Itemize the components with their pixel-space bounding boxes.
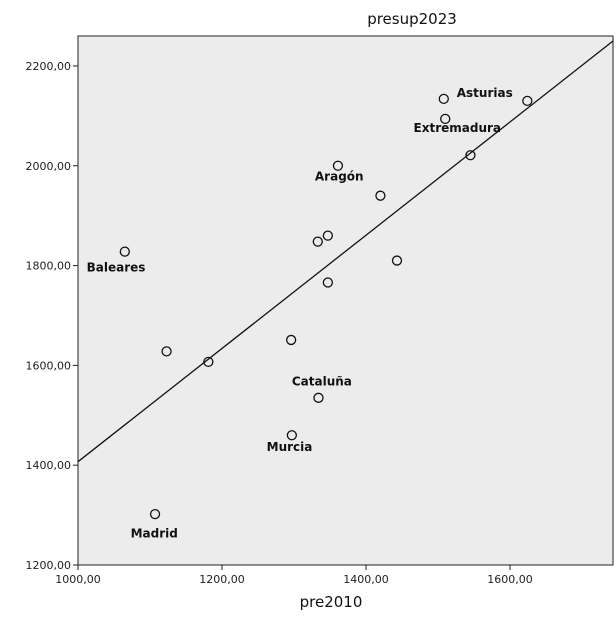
axis-ticks: 1000,00 1200,00 1400,00 1600,001200,001400,… (26, 60, 533, 586)
point-label: Aragón (315, 170, 364, 184)
y-tick-label: 2000,00 (26, 160, 72, 173)
y-tick-label: 2200,00 (26, 60, 72, 73)
data-point (203, 356, 214, 368)
x-tick-label: 1000,00 (55, 573, 101, 586)
data-point (286, 430, 298, 441)
plot-area (77, 35, 614, 566)
point-label: Murcia (267, 440, 313, 454)
point-label: Baleares (87, 261, 146, 275)
data-point (391, 255, 403, 266)
point-label: Madrid (131, 527, 178, 541)
data-point (313, 392, 324, 403)
y-tick-label: 1600,00 (26, 359, 72, 372)
point-label: Cataluña (292, 374, 352, 388)
data-point (149, 508, 161, 520)
fit-line (77, 40, 614, 463)
y-tick-label: 1400,00 (26, 459, 72, 472)
data-point (522, 95, 533, 107)
data-point (285, 334, 297, 346)
data-point (375, 190, 386, 201)
data-point (322, 230, 334, 241)
data-point (312, 236, 323, 247)
x-axis-title: pre2010 (300, 593, 363, 611)
point-label: Extremadura (414, 121, 501, 135)
data-point (440, 113, 451, 124)
fit-line-layer (77, 40, 614, 463)
data-point (332, 160, 344, 171)
x-tick-label: 1600,00 (487, 573, 533, 586)
annotations-layer: Asturias Extremadura Aragón Baleares Cataluñ… (87, 86, 513, 541)
points-layer (119, 93, 533, 520)
data-point (465, 150, 476, 161)
x-tick-label: 1200,00 (199, 573, 245, 586)
data-point (322, 277, 334, 288)
data-point (119, 246, 130, 257)
data-point (161, 346, 172, 357)
point-label: Asturias (457, 86, 513, 100)
chart-title: presup2023 (367, 10, 457, 28)
y-tick-label: 1200,00 (26, 559, 72, 572)
x-tick-label: 1400,00 (343, 573, 389, 586)
y-tick-label: 1800,00 (26, 260, 72, 273)
data-point (438, 93, 449, 105)
